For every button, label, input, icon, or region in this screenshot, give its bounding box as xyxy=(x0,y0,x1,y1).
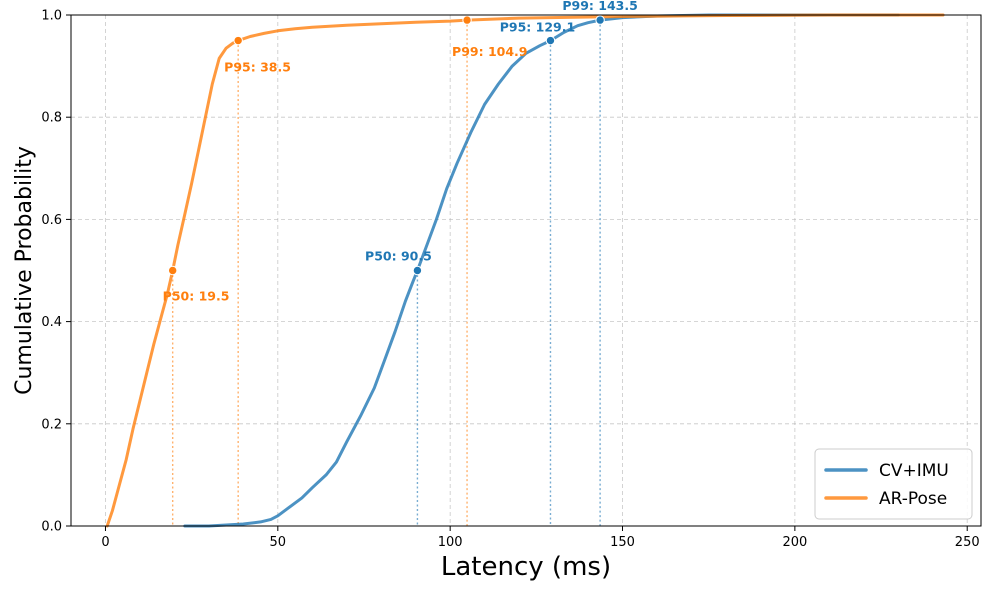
x-tick-label: 250 xyxy=(955,535,980,550)
legend-label-ar-pose: AR-Pose xyxy=(879,489,947,509)
x-tick-label: 200 xyxy=(782,535,807,550)
percentile-label-ar-pose: P99: 104.9 xyxy=(452,44,527,59)
plot-frame xyxy=(70,14,982,527)
percentile-marker-ar-pose xyxy=(462,15,472,25)
series xyxy=(105,13,945,528)
percentile-label-ar-pose: P50: 19.5 xyxy=(163,289,230,304)
percentile-marker-ar-pose xyxy=(233,35,243,46)
legend: CV+IMU AR-Pose xyxy=(814,448,973,520)
x-axis-title: Latency (ms) xyxy=(441,552,611,582)
percentile-label-ar-pose: P95: 38.5 xyxy=(224,60,291,75)
y-axis-title: Cumulative Probability xyxy=(12,146,37,395)
percentile-label-cv-imu: P99: 143.5 xyxy=(562,0,637,13)
legend-box xyxy=(814,448,973,520)
percentile-label-cv-imu: P95: 129.1 xyxy=(500,20,575,35)
x-tick-label: 0 xyxy=(101,535,109,550)
percentile-marker-cv-imu xyxy=(595,15,605,25)
y-tick-label: 0.8 xyxy=(41,111,62,126)
legend-label-cv-imu: CV+IMU xyxy=(879,461,949,481)
y-tick-label: 0.2 xyxy=(41,417,62,432)
percentile-marker-cv-imu xyxy=(412,265,423,276)
percentile-label-cv-imu: P50: 90.5 xyxy=(365,249,432,264)
y-tick-label: 1.0 xyxy=(41,9,62,24)
series-line-cv-imu xyxy=(183,13,900,528)
percentile-marker-ar-pose xyxy=(167,265,178,276)
ticks: 0 50 100 150 200 250 0.0 0.2 0.4 0.6 0.8 1.0 xyxy=(41,9,979,551)
x-tick-label: 50 xyxy=(270,535,287,550)
percentile-guides xyxy=(171,20,601,526)
x-tick-label: 150 xyxy=(610,535,635,550)
percentile-markers xyxy=(167,15,605,276)
y-tick-label: 0.4 xyxy=(41,315,62,330)
percentile-marker-cv-imu xyxy=(545,35,556,46)
annotations: P50: 90.5 P95: 129.1 P99: 143.5 P50: 19.5 P9… xyxy=(163,0,638,304)
series-line-ar-pose xyxy=(105,13,945,528)
y-tick-label: 0.0 xyxy=(41,520,62,535)
x-tick-label: 100 xyxy=(438,535,463,550)
y-tick-label: 0.6 xyxy=(41,213,62,228)
